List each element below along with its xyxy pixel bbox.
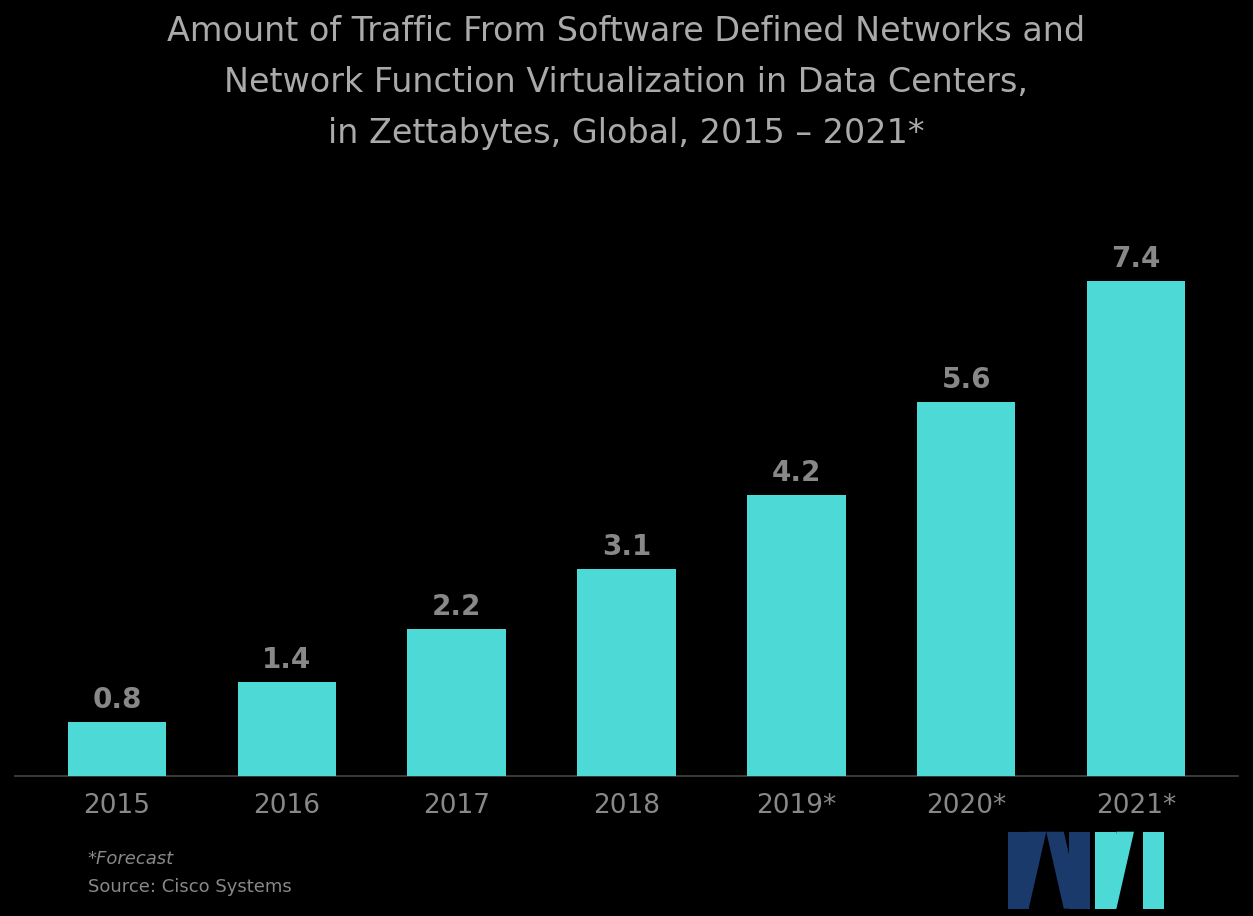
Text: 2.2: 2.2 bbox=[432, 593, 481, 621]
Text: 7.4: 7.4 bbox=[1111, 245, 1160, 273]
Title: Amount of Traffic From Software Defined Networks and
Network Function Virtualiza: Amount of Traffic From Software Defined … bbox=[168, 15, 1085, 150]
Bar bbox=[68, 723, 167, 776]
Polygon shape bbox=[1016, 832, 1046, 909]
Polygon shape bbox=[1095, 832, 1116, 909]
Polygon shape bbox=[1007, 832, 1029, 909]
Polygon shape bbox=[1069, 832, 1090, 909]
Bar bbox=[1086, 281, 1185, 776]
Text: 4.2: 4.2 bbox=[772, 459, 821, 487]
Text: Source: Cisco Systems: Source: Cisco Systems bbox=[88, 878, 292, 896]
Text: 0.8: 0.8 bbox=[93, 686, 142, 714]
Polygon shape bbox=[1143, 832, 1164, 909]
Polygon shape bbox=[1046, 832, 1081, 909]
Bar bbox=[578, 569, 675, 776]
Text: 1.4: 1.4 bbox=[262, 647, 312, 674]
Text: 3.1: 3.1 bbox=[601, 533, 652, 561]
Bar bbox=[917, 402, 1015, 776]
Bar bbox=[238, 682, 336, 776]
Bar bbox=[747, 496, 846, 776]
Polygon shape bbox=[1104, 832, 1134, 909]
Text: 5.6: 5.6 bbox=[941, 365, 991, 394]
Bar bbox=[407, 629, 506, 776]
Text: *Forecast: *Forecast bbox=[88, 850, 174, 868]
